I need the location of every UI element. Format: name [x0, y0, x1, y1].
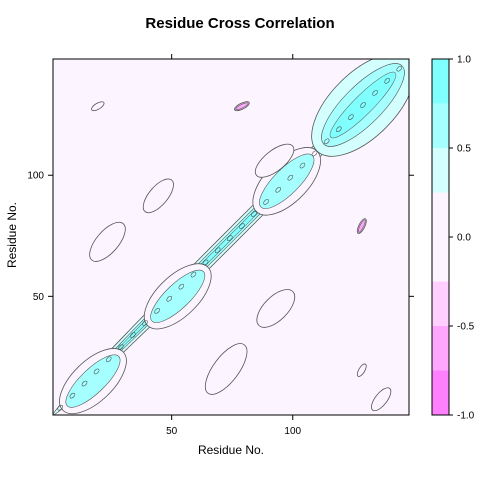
- diagonal-bead: [299, 162, 306, 169]
- contour-layers: [53, 59, 409, 415]
- contour-outer: [256, 289, 296, 328]
- diagonal-bead: [202, 259, 209, 266]
- diagonal-bead: [178, 283, 185, 290]
- y-axis-label: Residue No.: [5, 201, 19, 269]
- diagonal-bead: [81, 380, 88, 387]
- contour-outer: [91, 101, 105, 112]
- contour-anti-diagonal-50: [143, 263, 212, 330]
- colorbar-swatch: [432, 326, 449, 371]
- contour-neg-128-20: [356, 363, 367, 377]
- colorbar: -1.0 -0.5 0.0 0.5 1.0: [431, 55, 475, 422]
- diagonal-bead: [384, 78, 390, 84]
- diagonal-bead: [93, 368, 100, 375]
- diagonal-bead: [360, 102, 366, 108]
- contour-cluster-138-10: [371, 387, 392, 412]
- colorbar-tick-label: -1.0: [457, 411, 475, 422]
- y-tick-label: 50: [33, 292, 45, 303]
- contour-outer: [204, 343, 248, 395]
- contour-neg-20-128: [91, 101, 105, 112]
- diagonal-bead: [239, 223, 245, 229]
- contour-cluster-95-50: [256, 289, 296, 328]
- contour-neg-128-80: [356, 218, 367, 234]
- colorbar-swatch: [432, 103, 449, 148]
- colorbar-swatch: [432, 281, 449, 326]
- contour-inner: [357, 219, 366, 233]
- axes: 50 100 50 100: [27, 54, 414, 437]
- panel-border: [52, 58, 410, 416]
- diagonal-bead: [227, 235, 233, 241]
- colorbar-swatch: [432, 370, 449, 415]
- contour-inner: [65, 354, 121, 408]
- diagonal-bead: [57, 404, 64, 411]
- diagonal-bead: [311, 150, 318, 157]
- contour-neg-80-128: [234, 101, 250, 112]
- chart-title: Residue Cross Correlation: [145, 15, 335, 32]
- contour-anti-diagonal-15: [59, 348, 127, 415]
- y-tick-label: 100: [27, 171, 44, 182]
- diagonal-bead: [118, 344, 124, 350]
- contour-outer: [371, 387, 392, 412]
- contour-core: [329, 71, 397, 139]
- diagonal-bead: [142, 320, 148, 326]
- contour-cluster-90-105: [254, 143, 295, 178]
- contour-outer: [142, 178, 174, 214]
- x-tick-label: 50: [166, 426, 178, 437]
- colorbar-swatch: [432, 59, 449, 104]
- diagonal-bead: [166, 295, 173, 302]
- diagonal-bead: [105, 356, 112, 363]
- diagonal-bead: [69, 392, 76, 399]
- colorbar-tick-label: 0.5: [457, 144, 471, 155]
- x-axis-label: Residue No.: [197, 443, 265, 457]
- diagonal-bead: [275, 187, 281, 193]
- diagonal-bead: [396, 65, 403, 72]
- diagonal-bead: [348, 114, 354, 120]
- colorbar-tick-label: -0.5: [457, 322, 475, 333]
- diagonal-bead-chain: [57, 65, 403, 411]
- diagonal-bead: [335, 126, 342, 133]
- panel-frame: [52, 58, 410, 416]
- diagonal-bead: [287, 174, 294, 181]
- diagonal-bead: [323, 138, 330, 145]
- contour-inner: [150, 269, 206, 323]
- diagonal-bead: [372, 90, 378, 96]
- colorbar-tick-label: 0.0: [457, 233, 471, 244]
- contour-cluster-40-93: [142, 178, 174, 214]
- diagonal-bead: [154, 308, 160, 314]
- contour-outer: [254, 143, 295, 178]
- diagonal-bead: [214, 247, 221, 254]
- contour-outer: [89, 221, 126, 262]
- colorbar-swatch: [432, 192, 449, 282]
- contour-upper-right-band: [311, 59, 409, 157]
- diagonal-bead: [190, 271, 197, 278]
- diagonal-bead: [251, 211, 257, 217]
- x-tick-label: 100: [284, 426, 301, 437]
- diagonal-bead: [263, 199, 269, 205]
- contour-cluster-65-25: [204, 343, 248, 395]
- diagonal-bead: [130, 332, 136, 338]
- colorbar-tick-label: 1.0: [457, 55, 471, 66]
- contour-outer: [356, 363, 367, 377]
- contour-inner: [235, 102, 249, 111]
- colorbar-swatch: [432, 148, 449, 193]
- contour-cluster-18-75: [89, 221, 126, 262]
